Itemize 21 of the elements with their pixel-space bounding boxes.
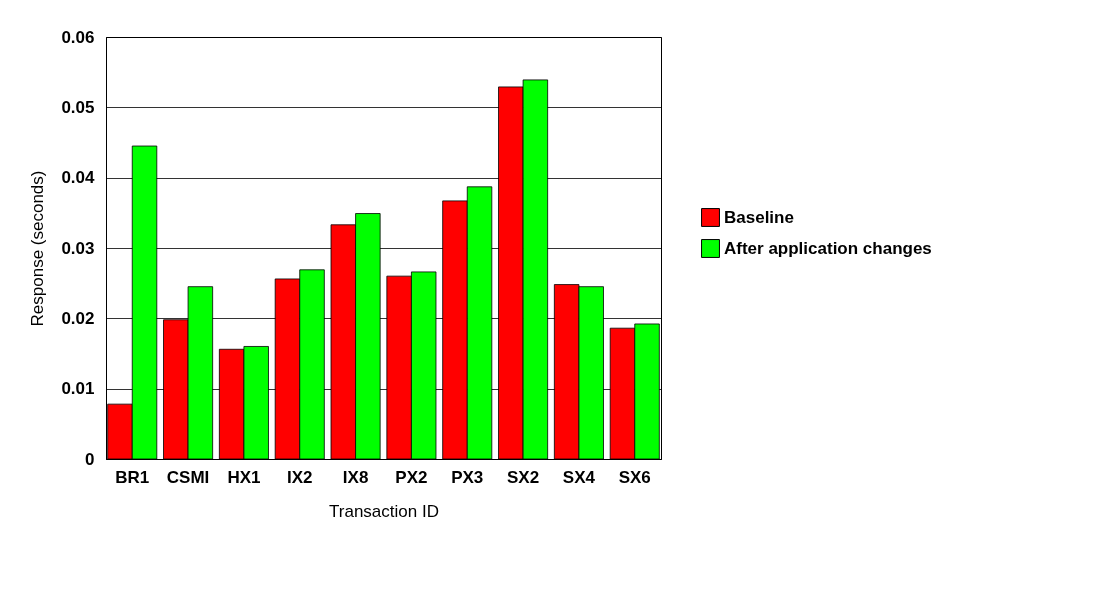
x-tick-label: SX6 xyxy=(618,467,651,487)
y-tick-label: 0.05 xyxy=(61,97,95,117)
y-axis-title: Response (seconds) xyxy=(28,170,48,327)
x-tick-label: CSMI xyxy=(166,467,210,487)
legend-label: After application changes xyxy=(724,238,932,258)
x-axis-title: Transaction ID xyxy=(329,501,439,521)
x-tick-label: PX2 xyxy=(395,467,428,487)
y-tick-label: 0.03 xyxy=(61,238,95,258)
y-tick-label: 0.06 xyxy=(61,27,95,47)
x-tick-label: IX8 xyxy=(342,467,369,487)
x-tick-label: PX3 xyxy=(451,467,484,487)
x-tick-label: SX4 xyxy=(562,467,596,487)
x-tick-label: SX2 xyxy=(507,467,540,487)
y-tick-label: 0.01 xyxy=(61,379,95,399)
y-tick-label: 0.02 xyxy=(61,308,95,328)
y-tick-label: 0 xyxy=(85,449,95,469)
x-tick-label: IX2 xyxy=(286,467,313,487)
x-tick-label: HX1 xyxy=(227,467,261,487)
x-tick-label: BR1 xyxy=(115,467,150,487)
legend-label: Baseline xyxy=(724,207,794,227)
y-tick-label: 0.04 xyxy=(61,168,96,188)
